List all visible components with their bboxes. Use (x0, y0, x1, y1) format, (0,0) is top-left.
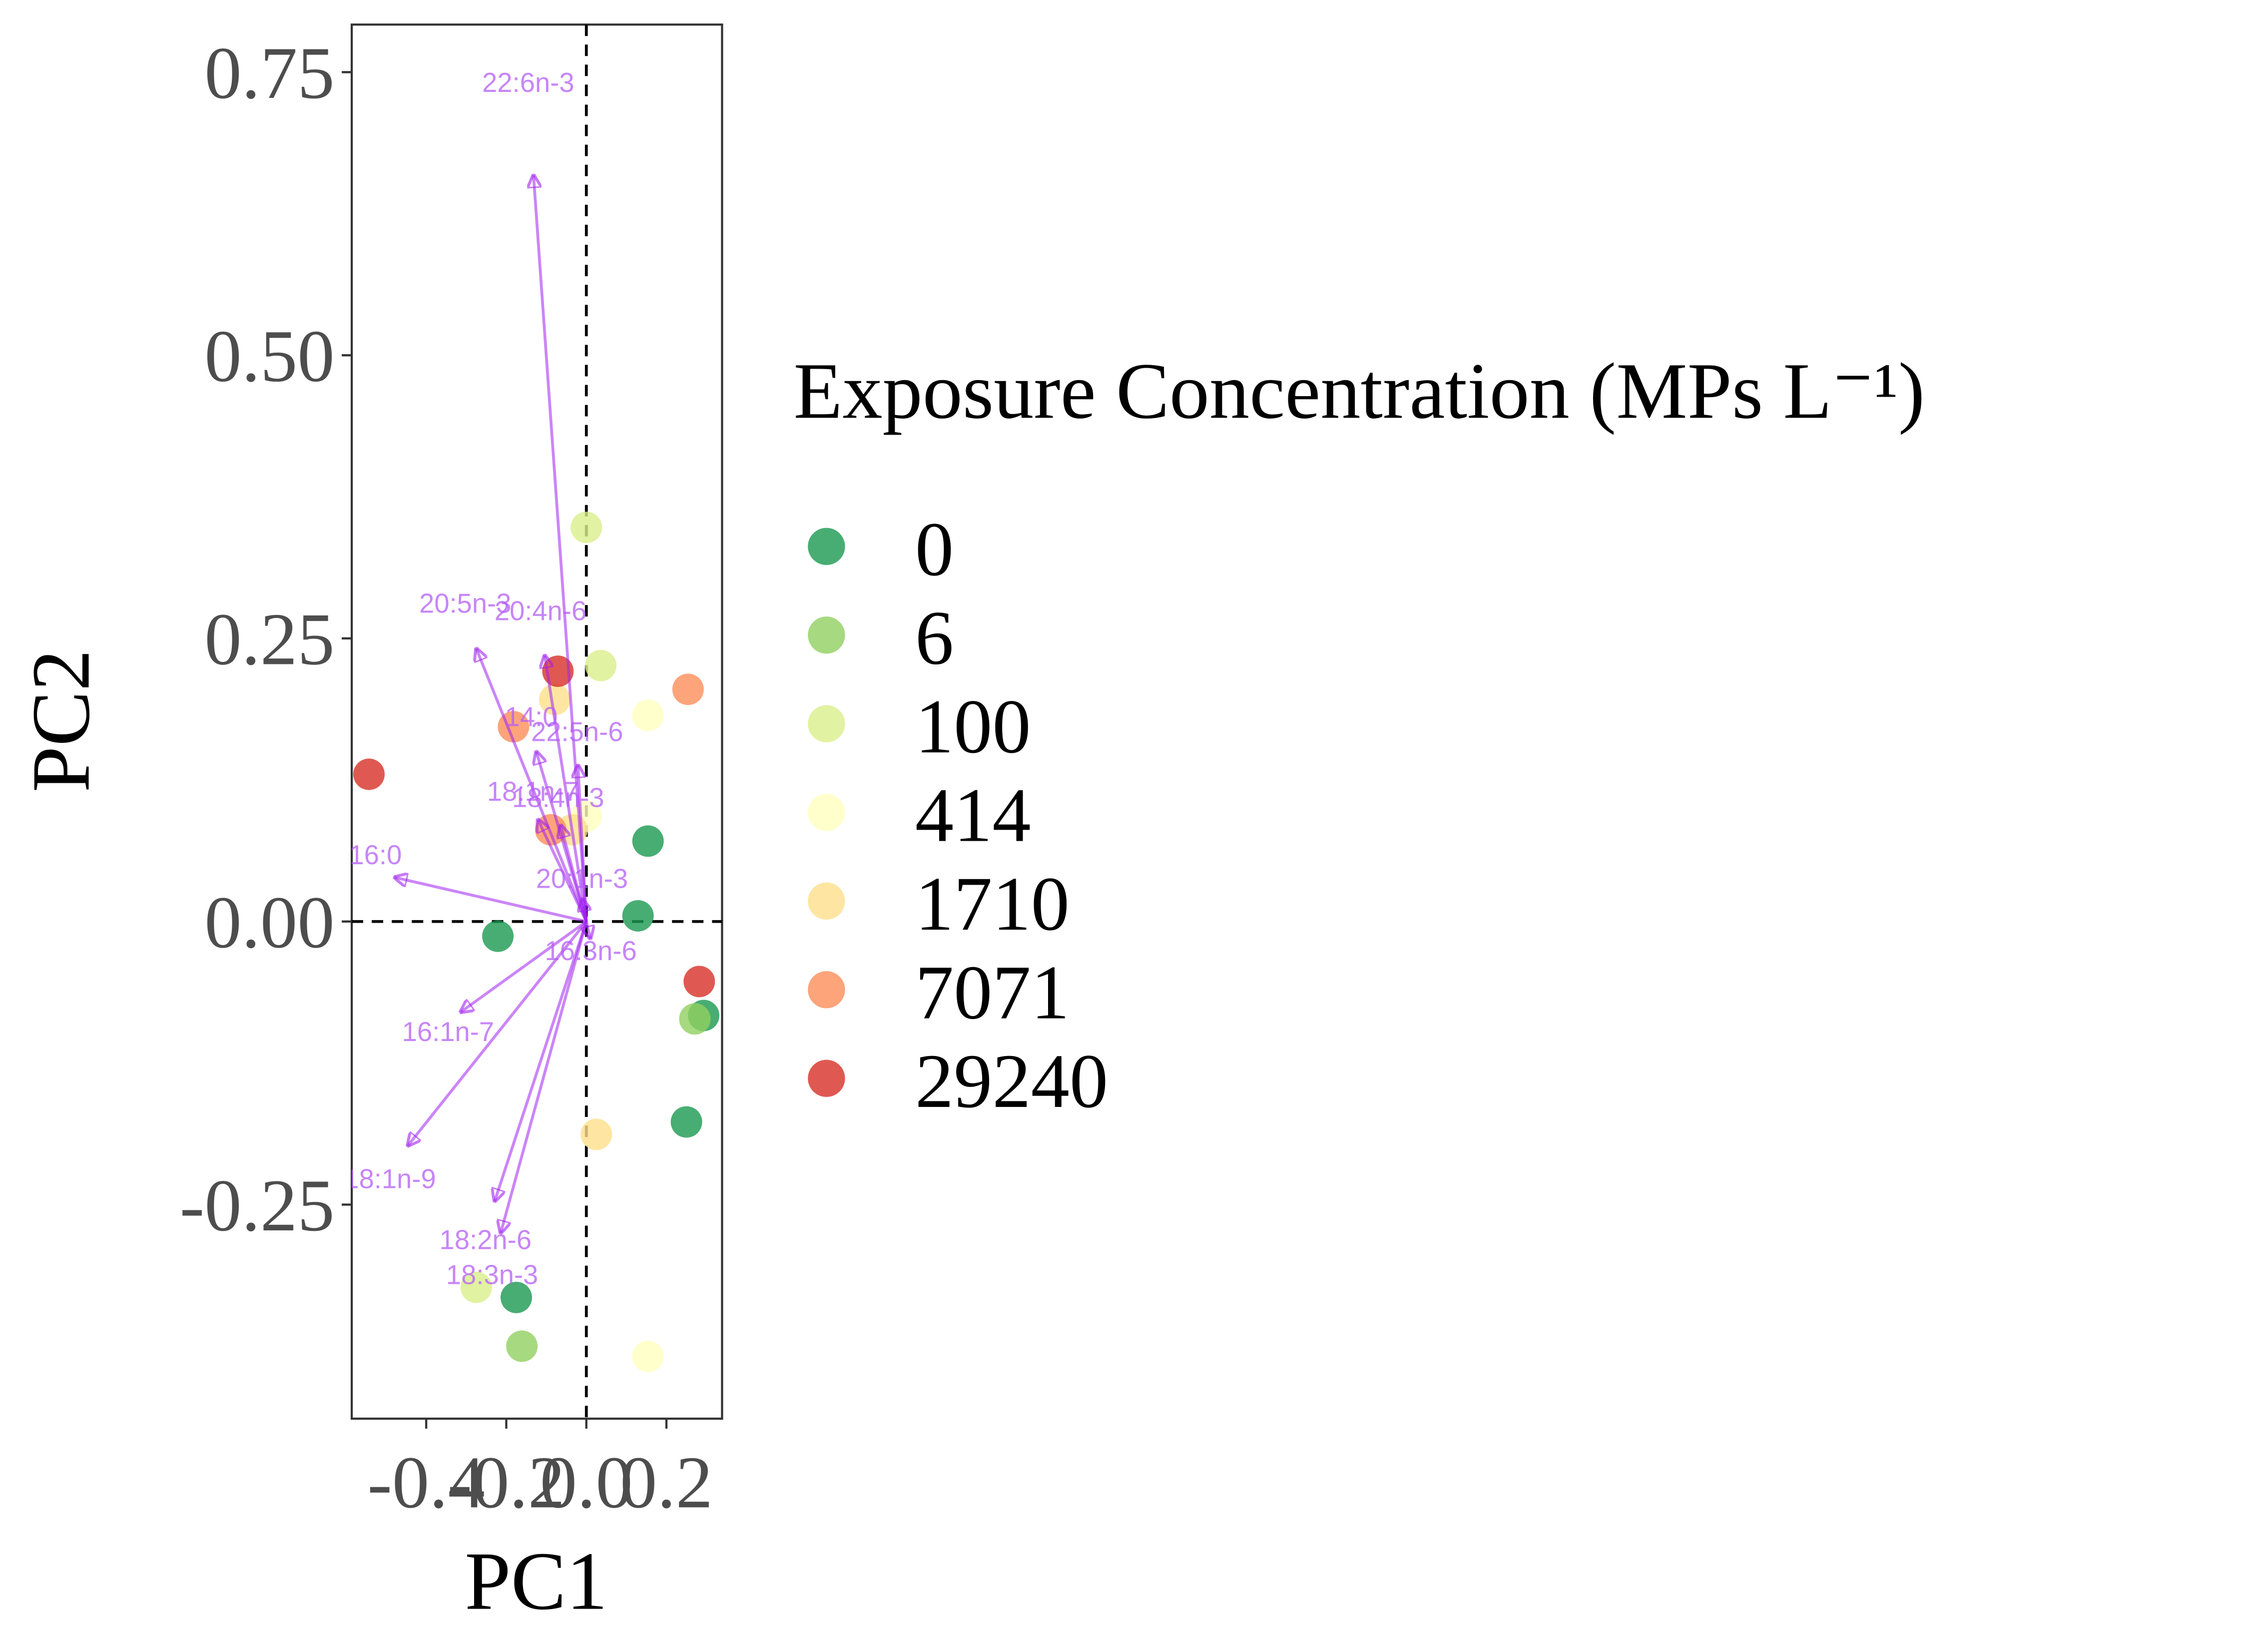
loading-label: 22:5n-6 (531, 716, 623, 747)
point (632, 699, 664, 731)
loading-arrow (534, 175, 588, 922)
point (622, 900, 654, 932)
legend-key (808, 971, 845, 1009)
y-tick-label: 0.00 (204, 881, 334, 964)
point (482, 920, 514, 952)
point (672, 673, 704, 705)
legend-label: 414 (915, 773, 1031, 858)
point (683, 966, 715, 998)
point (585, 649, 617, 681)
point (501, 1281, 532, 1313)
point (506, 1330, 538, 1362)
y-axis-title: PC2 (14, 649, 106, 792)
loading-label: 18:1n-9 (344, 1164, 436, 1194)
y-tick-label: 0.75 (204, 32, 334, 114)
point (632, 825, 664, 857)
loading-label: 22:6n-3 (482, 67, 574, 98)
point (670, 1106, 702, 1138)
loading-arrow (476, 648, 588, 922)
loading-label: 16:3n-6 (545, 936, 636, 966)
x-tick-label: -0.2 (448, 1441, 565, 1524)
loading-label: 16:1n-7 (402, 1017, 494, 1047)
legend-title: Exposure Concentration (MPs L⁻¹) (794, 346, 1925, 435)
legend-key (808, 705, 845, 743)
loading-label: 18:1n-7 (487, 776, 579, 807)
legend-label: 6 (915, 595, 954, 681)
y-tick-label: -0.25 (180, 1164, 335, 1247)
legend-key (808, 616, 845, 654)
loading-arrow (501, 921, 588, 1233)
loading-arrow (408, 920, 587, 1146)
legend-key (808, 794, 845, 831)
loading-arrow (495, 921, 588, 1201)
loading-label: 18:4n-3 (512, 783, 604, 813)
point (570, 512, 602, 544)
legend-label: 100 (915, 684, 1031, 769)
loading-arrow (582, 899, 586, 922)
point (460, 1271, 492, 1303)
loading-arrow (578, 765, 588, 922)
legend-label: 0 (915, 507, 954, 592)
panel-border (350, 23, 723, 1420)
point (679, 1003, 711, 1035)
x-tick-label: 0.2 (620, 1441, 713, 1524)
loading-arrow (461, 920, 587, 1012)
loading-arrow (395, 877, 587, 923)
loading-arrow (586, 921, 590, 939)
x-axis-title: PC1 (465, 1535, 607, 1627)
loading-label: 20:5n-3 (419, 588, 511, 619)
loading-label: 18:3n-3 (446, 1260, 538, 1290)
plot-area: 22:6n-320:5n-320:4n-614:022:5n-618:1n-71… (344, 24, 722, 1419)
loading-label: 18:2n-6 (440, 1225, 532, 1255)
legend-key (808, 882, 845, 920)
y-tick-label: 0.25 (204, 598, 334, 680)
loading-label: 20:1n-3 (536, 864, 628, 894)
loading-label: 14:0 (505, 701, 558, 732)
loading-arrow (545, 655, 588, 922)
point (580, 1118, 612, 1150)
x-tick-label: 0.0 (540, 1441, 633, 1524)
point (632, 1340, 664, 1372)
loading-label: 16:0 (349, 840, 402, 870)
point (539, 683, 570, 715)
legend-label: 29240 (915, 1039, 1108, 1124)
legend-label: 7071 (915, 950, 1070, 1035)
legend-key (808, 528, 845, 565)
loading-label: 20:4n-6 (495, 595, 586, 626)
legend-key (808, 1060, 845, 1097)
legend-label: 1710 (915, 861, 1070, 947)
point (353, 758, 385, 790)
y-tick-label: 0.50 (204, 315, 334, 398)
x-tick-label: -0.4 (367, 1441, 485, 1524)
